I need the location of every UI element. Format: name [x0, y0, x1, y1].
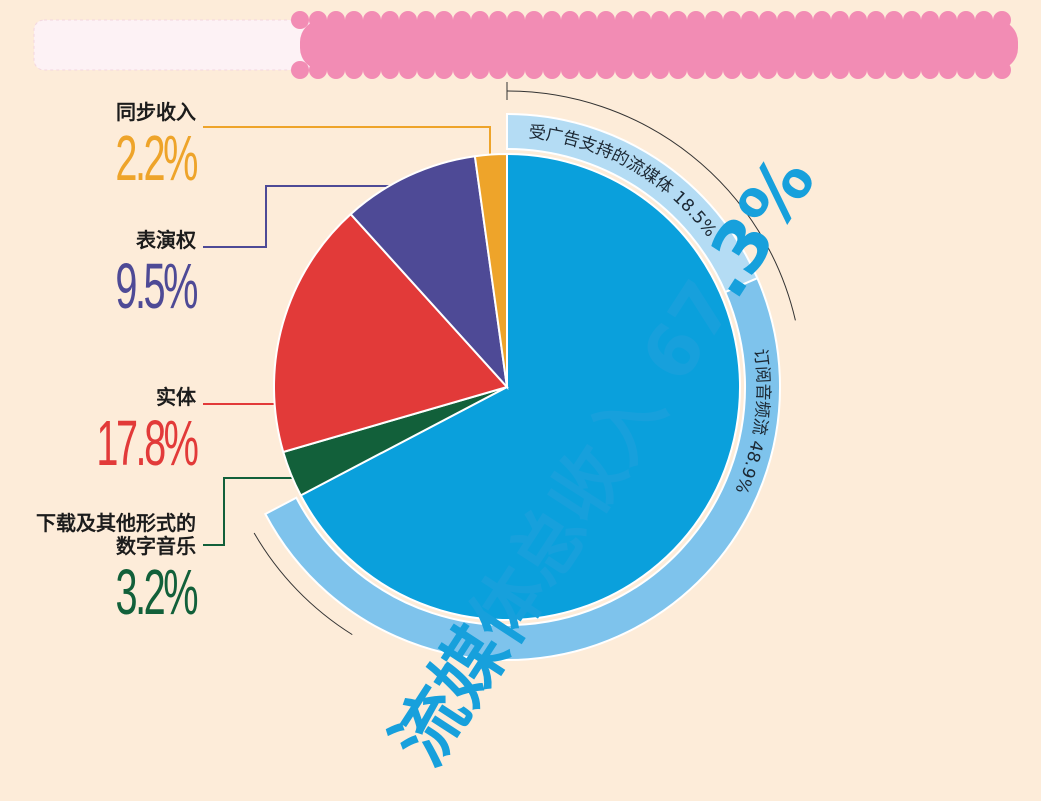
label-download-name-line1: 下载及其他形式的	[36, 511, 196, 535]
label-sync: 同步收入 2.2%	[66, 100, 198, 194]
label-physical-name: 实体	[156, 385, 196, 409]
label-performance: 表演权 9.5%	[66, 228, 198, 322]
banner-decoration	[33, 11, 1018, 79]
label-sync-name: 同步收入	[116, 100, 196, 124]
label-physical: 实体 17.8%	[35, 385, 199, 479]
label-download: 下载及其他形式的 数字音乐 3.2%	[36, 511, 198, 628]
streaming-ring	[263, 112, 782, 661]
label-performance-value: 9.5%	[115, 250, 198, 322]
streaming-total-bracket	[253, 532, 353, 636]
slice-streaming	[299, 152, 741, 621]
label-download-name-line2: 数字音乐	[116, 534, 196, 558]
label-physical-value: 17.8%	[95, 407, 199, 479]
leader-download	[203, 477, 296, 546]
label-download-value: 3.2%	[115, 556, 198, 628]
label-sync-value: 2.2%	[115, 122, 198, 194]
pie-slices	[273, 152, 741, 621]
leader-lines	[203, 82, 796, 636]
leader-performance	[203, 185, 420, 248]
slice-physical	[273, 212, 509, 454]
ring-subscription	[263, 276, 782, 661]
slice-sync	[473, 152, 508, 388]
ad-supported-bracket	[506, 90, 796, 321]
label-performance-name: 表演权	[136, 228, 196, 252]
leader-sync	[203, 126, 491, 160]
slice-performance	[349, 155, 509, 391]
